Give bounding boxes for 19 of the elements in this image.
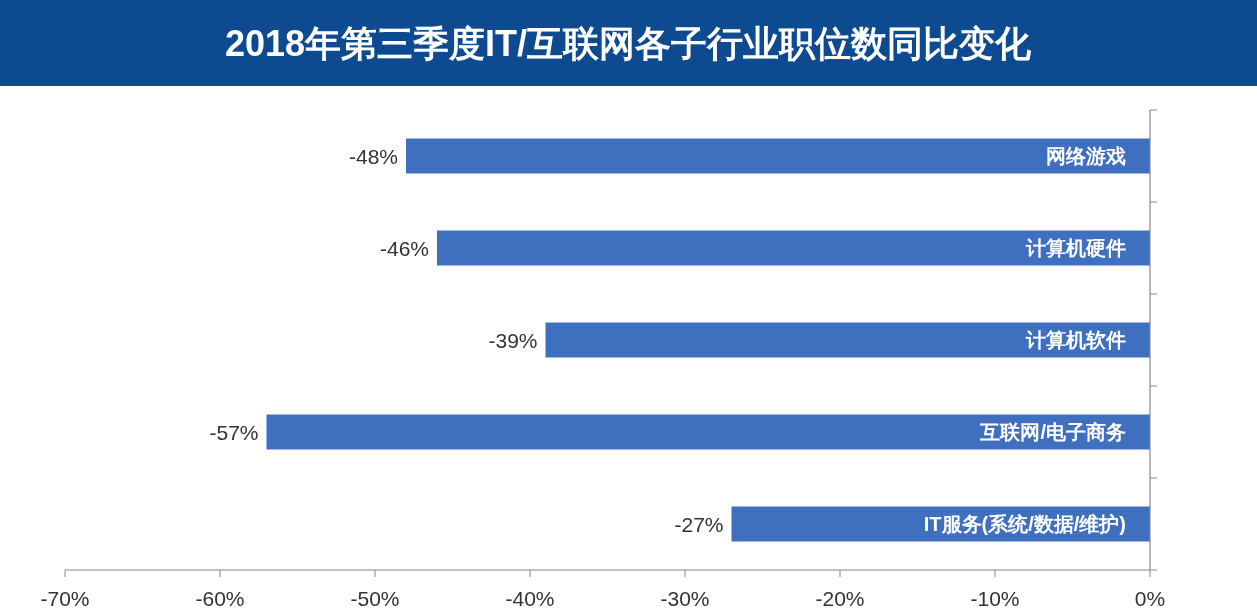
data-label: -48% — [348, 145, 398, 168]
data-label: -57% — [209, 421, 259, 444]
x-tick-label: 0% — [1134, 587, 1166, 610]
x-tick-label: -60% — [195, 587, 245, 610]
x-tick-label: -40% — [505, 587, 555, 610]
data-label: -39% — [488, 329, 538, 352]
y-tick-label: 互联网/电子商务 — [979, 421, 1126, 443]
x-tick-label: -50% — [350, 587, 400, 610]
y-tick-label: IT服务(系统/数据/维护) — [923, 513, 1126, 535]
data-label: -46% — [379, 237, 429, 260]
y-tick-label: 网络游戏 — [1046, 145, 1126, 167]
y-tick-label: 计算机硬件 — [1025, 237, 1126, 259]
chart-title: 2018年第三季度IT/互联网各子行业职位数同比变化 — [224, 23, 1033, 64]
x-tick-label: -20% — [815, 587, 865, 610]
x-tick-label: -70% — [40, 587, 90, 610]
data-label: -27% — [674, 513, 724, 536]
x-tick-label: -30% — [660, 587, 710, 610]
y-tick-label: 计算机软件 — [1025, 329, 1126, 351]
x-tick-label: -10% — [970, 587, 1020, 610]
